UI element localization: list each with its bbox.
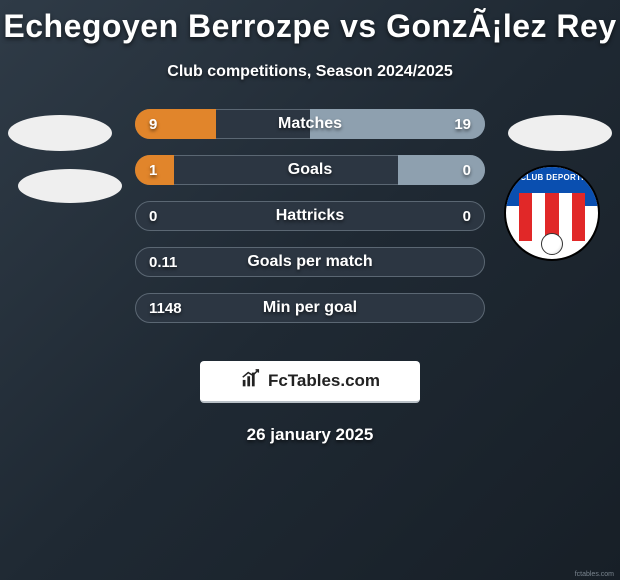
stat-row: Goals1 0 bbox=[135, 155, 485, 185]
stat-label: Min per goal bbox=[135, 293, 485, 323]
stat-value-left: 1 bbox=[149, 155, 157, 185]
stat-value-right: 19 bbox=[454, 109, 471, 139]
stat-value-right: 0 bbox=[463, 155, 471, 185]
lugo-stripe bbox=[532, 193, 545, 241]
stat-value-left: 0.11 bbox=[149, 247, 177, 277]
stat-row: Goals per match0.11 bbox=[135, 247, 485, 277]
stat-value-left: 1148 bbox=[149, 293, 182, 323]
stat-value-left: 0 bbox=[149, 201, 157, 231]
date-line: 26 january 2025 bbox=[0, 425, 620, 445]
avatar-left-player bbox=[8, 115, 112, 151]
lugo-ball-icon bbox=[541, 233, 563, 255]
stat-row: Matches9 19 bbox=[135, 109, 485, 139]
credit-text: fctables.com bbox=[575, 571, 614, 578]
stat-label: Goals bbox=[135, 155, 485, 185]
lugo-stripe bbox=[572, 193, 585, 241]
stat-value-left: 9 bbox=[149, 109, 157, 139]
avatar-left-club bbox=[18, 169, 122, 203]
stats-area: CLUB DEPORTI Matches919Goals10Hattricks0… bbox=[0, 119, 620, 349]
avatar-right-club-lugo: CLUB DEPORTI bbox=[504, 165, 600, 261]
stat-value-right: 0 bbox=[463, 201, 471, 231]
stat-row: Min per goal1148 bbox=[135, 293, 485, 323]
stat-label: Matches bbox=[135, 109, 485, 139]
lugo-arc-text: CLUB DEPORTI bbox=[506, 173, 598, 182]
stat-label: Hattricks bbox=[135, 201, 485, 231]
lugo-stripe bbox=[519, 193, 532, 241]
stat-label: Goals per match bbox=[135, 247, 485, 277]
brand-text: FcTables.com bbox=[268, 371, 380, 391]
bar-chart-icon bbox=[240, 368, 262, 395]
stat-row: Hattricks0 0 bbox=[135, 201, 485, 231]
page-subtitle: Club competitions, Season 2024/2025 bbox=[0, 63, 620, 81]
comparison-card: Echegoyen Berrozpe vs GonzÃ¡lez Rey Club… bbox=[0, 0, 620, 580]
brand-badge: FcTables.com bbox=[200, 361, 420, 403]
avatar-right-player bbox=[508, 115, 612, 151]
stat-rows: Matches919Goals10Hattricks00Goals per ma… bbox=[135, 109, 485, 339]
lugo-stripe bbox=[559, 193, 572, 241]
page-title: Echegoyen Berrozpe vs GonzÃ¡lez Rey bbox=[0, 0, 620, 45]
